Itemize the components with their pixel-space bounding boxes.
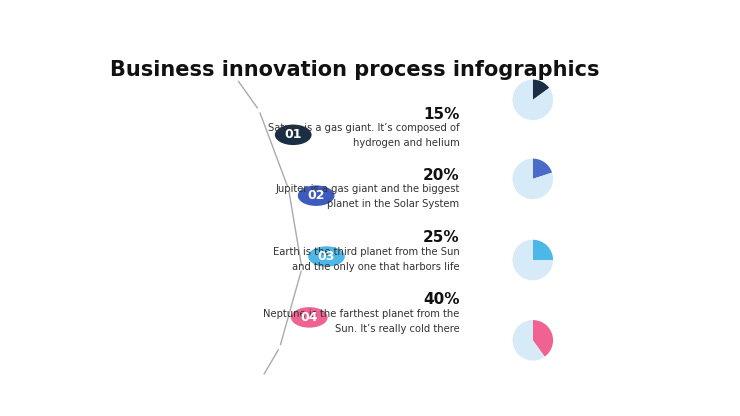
Wedge shape [513, 240, 553, 280]
Wedge shape [513, 79, 553, 120]
Wedge shape [533, 320, 553, 357]
Text: 40%: 40% [423, 292, 460, 307]
Text: Saturn is a gas giant. It’s composed of: Saturn is a gas giant. It’s composed of [268, 124, 460, 134]
Text: Earth is the third planet from the Sun: Earth is the third planet from the Sun [273, 247, 460, 257]
Text: 02: 02 [307, 189, 325, 202]
Circle shape [291, 307, 328, 328]
Text: 20%: 20% [423, 168, 460, 183]
Text: Jupiter is a gas giant and the biggest: Jupiter is a gas giant and the biggest [275, 184, 460, 194]
Wedge shape [533, 79, 549, 100]
Circle shape [308, 246, 345, 267]
Wedge shape [533, 158, 552, 179]
Text: 03: 03 [317, 250, 335, 263]
Text: planet in the Solar System: planet in the Solar System [327, 199, 460, 209]
Circle shape [275, 124, 312, 145]
Text: Neptune is the farthest planet from the: Neptune is the farthest planet from the [263, 309, 460, 319]
Text: 01: 01 [284, 128, 302, 141]
Text: Business innovation process infographics: Business innovation process infographics [110, 59, 599, 79]
Text: and the only one that harbors life: and the only one that harbors life [292, 262, 460, 272]
Text: 04: 04 [300, 311, 318, 324]
Wedge shape [513, 320, 545, 361]
Text: hydrogen and helium: hydrogen and helium [353, 139, 460, 149]
Circle shape [297, 186, 334, 206]
Wedge shape [513, 158, 553, 199]
Text: 25%: 25% [423, 230, 460, 245]
Text: Sun. It’s really cold there: Sun. It’s really cold there [334, 324, 460, 334]
Text: 15%: 15% [423, 107, 460, 122]
Wedge shape [533, 240, 553, 260]
